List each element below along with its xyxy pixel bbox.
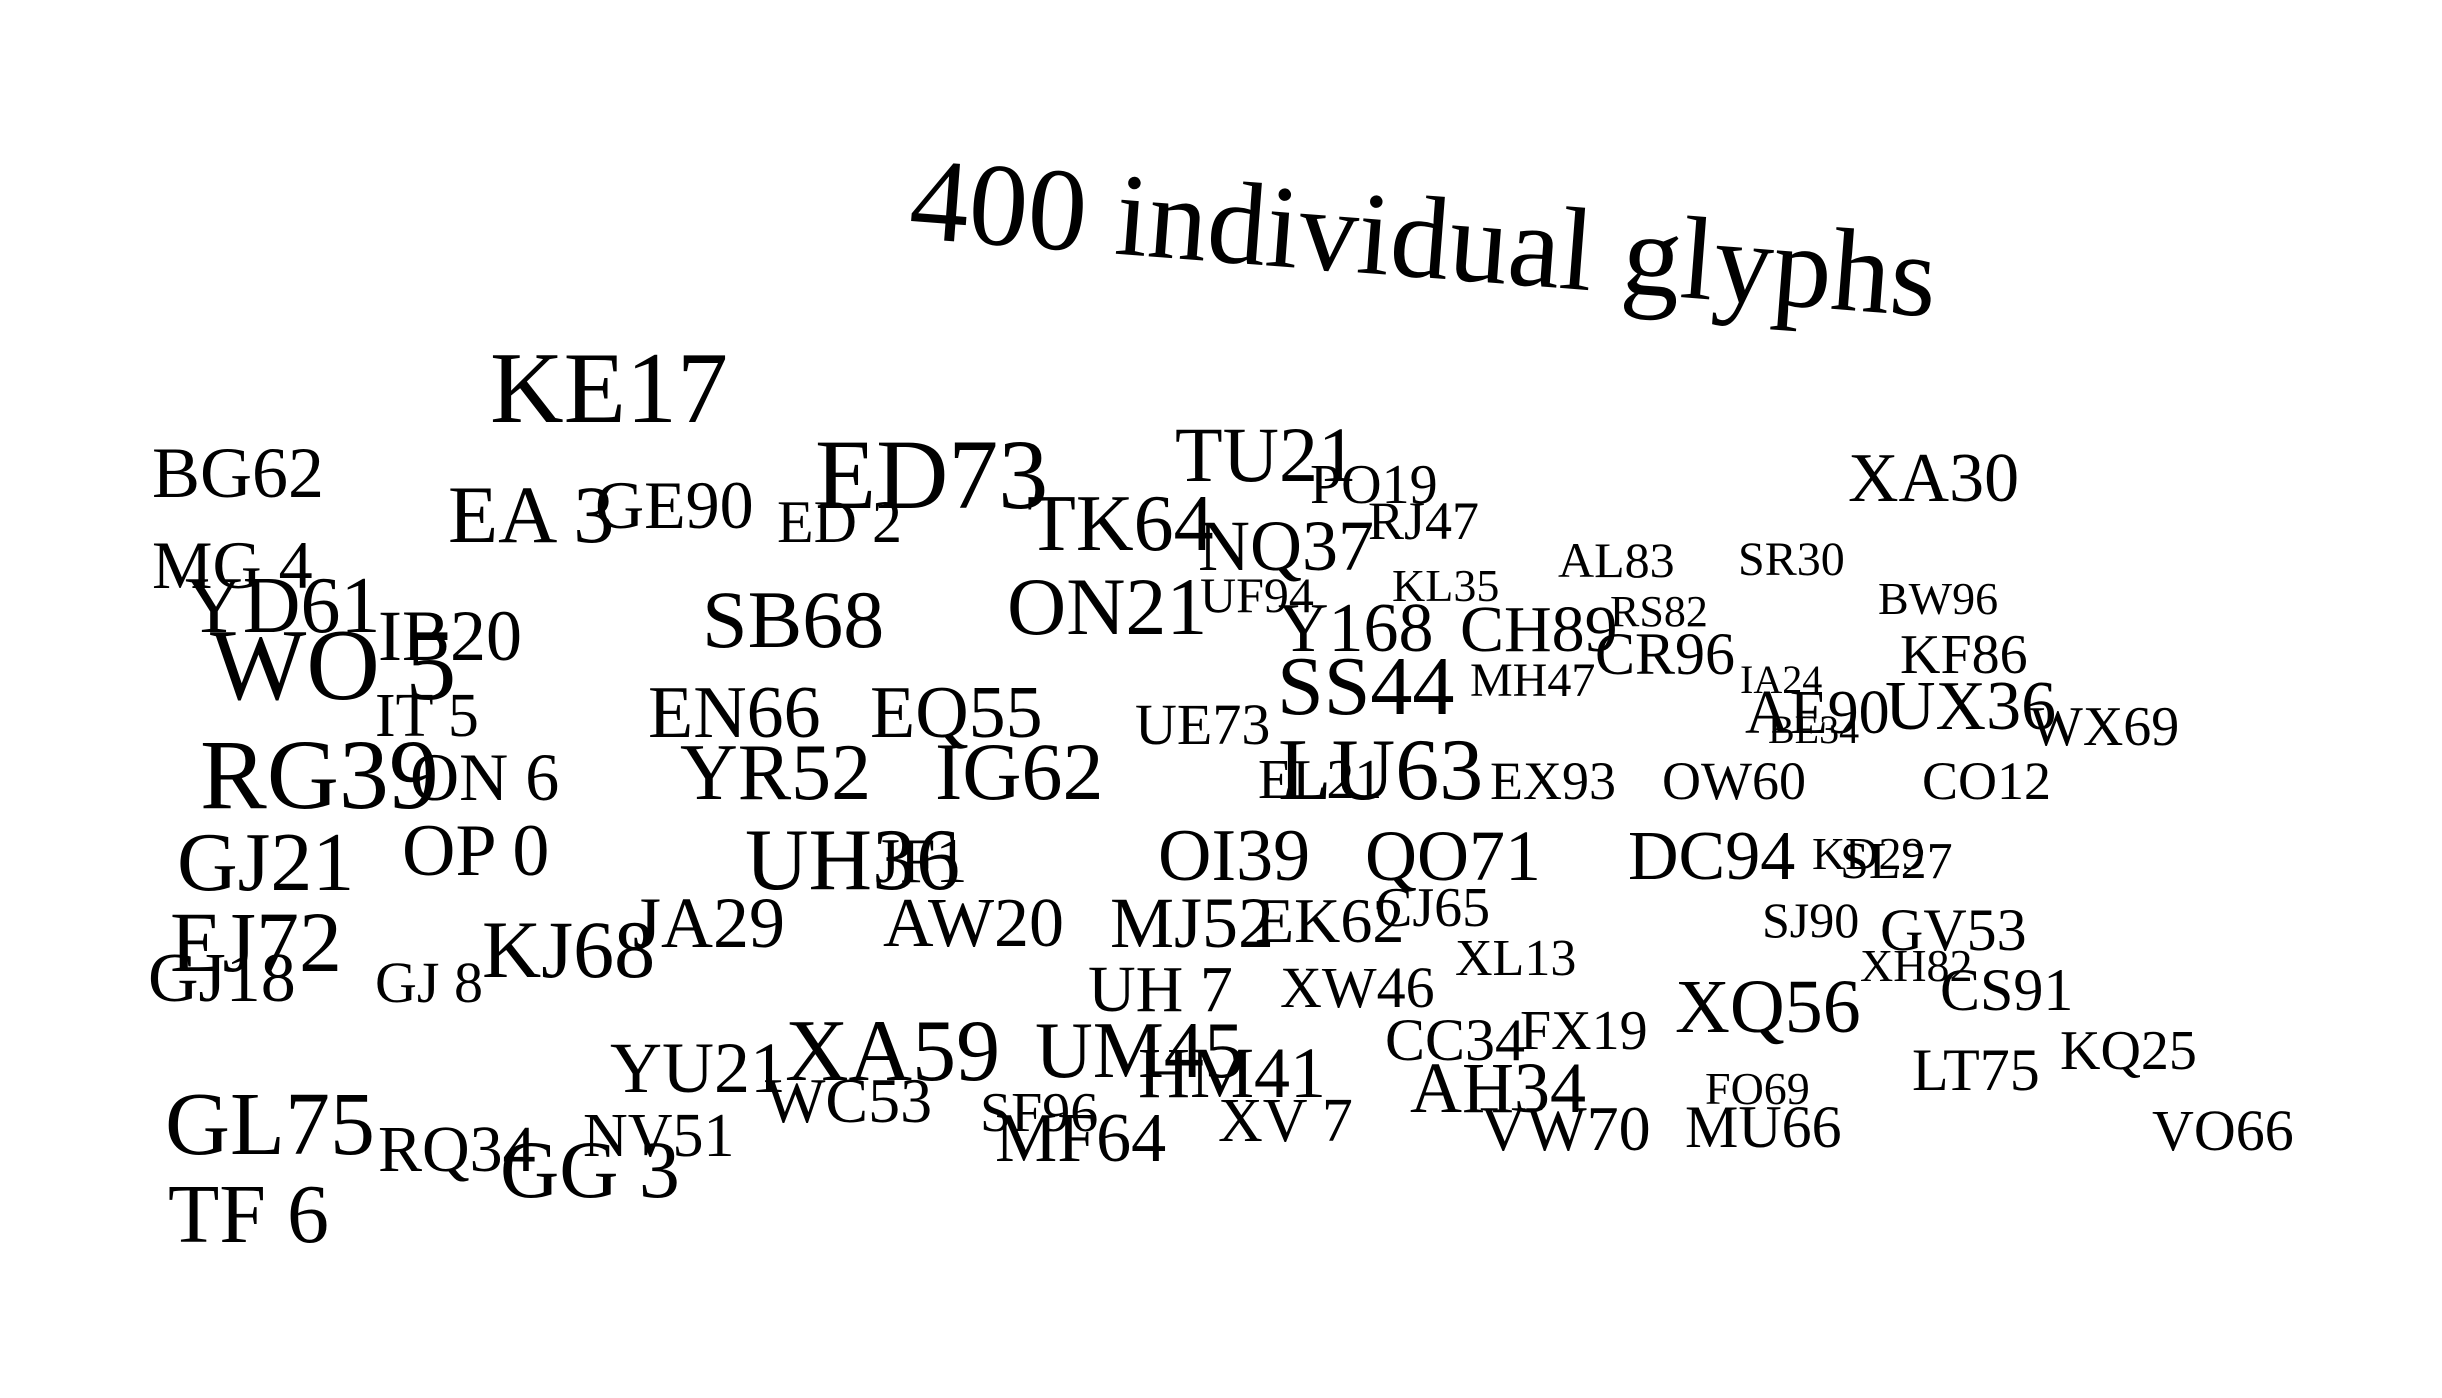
glyph-label: NQ37 bbox=[1198, 506, 1374, 587]
glyph-label: AL83 bbox=[1558, 532, 1675, 588]
glyph-label: DC94 bbox=[1628, 818, 1796, 895]
glyph-label: EJ72 bbox=[170, 894, 342, 991]
glyph-label: RG39 bbox=[200, 719, 439, 830]
glyph-label: MH47 bbox=[1470, 653, 1596, 707]
glyph-label: KJ68 bbox=[482, 904, 656, 996]
glyph-label: XH82 bbox=[1860, 940, 1973, 992]
glyph-label: XV 7 bbox=[1218, 1087, 1353, 1156]
glyph-label: EN66 bbox=[648, 671, 821, 754]
glyph-label: GE90 bbox=[595, 466, 754, 543]
glyph-label: XA30 bbox=[1848, 440, 2020, 517]
glyph-label: FX19 bbox=[1520, 1000, 1648, 1063]
glyph-label: KE17 bbox=[490, 332, 728, 446]
glyph-label: GJ 8 bbox=[375, 949, 483, 1015]
glyph-label: JF1 bbox=[875, 824, 968, 896]
glyph-label: EQ55 bbox=[870, 671, 1043, 754]
glyph-label: SF96 bbox=[980, 1082, 1099, 1145]
glyph-label: ED 2 bbox=[777, 489, 902, 555]
glyph-label: WC53 bbox=[765, 1064, 933, 1136]
glyph-label: TF 6 bbox=[168, 1167, 330, 1261]
glyph-label: UH36 bbox=[745, 811, 961, 909]
glyph-label: UF94 bbox=[1200, 567, 1314, 623]
glyph-label: VW70 bbox=[1480, 1092, 1651, 1164]
glyph-label: AE90 bbox=[1745, 679, 1890, 748]
glyph-label: XL13 bbox=[1455, 930, 1577, 988]
glyph-label: BW96 bbox=[1878, 573, 1999, 625]
glyph-label: OP 0 bbox=[402, 809, 550, 892]
glyph-label: RJ47 bbox=[1368, 490, 1480, 551]
glyph-label: UE73 bbox=[1135, 691, 1271, 757]
glyph-label: MG 4 bbox=[152, 526, 313, 603]
canvas-title: 400 individual glyphs bbox=[905, 133, 1942, 343]
glyph-label: RQ34 bbox=[378, 1113, 536, 1187]
glyph-label: SJ90 bbox=[1762, 892, 1860, 948]
glyph-label: KL35 bbox=[1392, 560, 1500, 612]
glyph-label: TK64 bbox=[1027, 480, 1214, 568]
glyph-label: SS44 bbox=[1277, 639, 1455, 733]
glyph-label: TU21 bbox=[1175, 410, 1357, 498]
glyph-label: IB20 bbox=[378, 596, 522, 677]
glyph-label: OW60 bbox=[1662, 750, 1806, 811]
glyph-label: BE34 bbox=[1768, 707, 1860, 752]
glyph-label: GV53 bbox=[1880, 897, 2027, 963]
glyph-label: KF86 bbox=[1900, 624, 2028, 687]
glyph-label: YD61 bbox=[185, 562, 381, 650]
glyph-label: GG 3 bbox=[500, 1124, 680, 1216]
glyph-label: UM45 bbox=[1035, 1007, 1244, 1095]
glyph-label: XQ56 bbox=[1675, 965, 1861, 1050]
glyph-label: ON21 bbox=[1007, 561, 1208, 653]
glyph-label: XW46 bbox=[1280, 954, 1435, 1020]
glyph-label: IT 5 bbox=[375, 682, 479, 751]
glyph-label: YU21 bbox=[610, 1028, 786, 1109]
glyph-label: YR52 bbox=[680, 729, 872, 817]
glyph-label: SL27 bbox=[1840, 833, 1953, 891]
glyph-label: BG62 bbox=[152, 433, 325, 514]
glyph-label: KD29 bbox=[1812, 828, 1925, 880]
glyph-label: EK62 bbox=[1255, 884, 1405, 956]
glyph-label: OI39 bbox=[1158, 814, 1311, 897]
glyph-label: EL21 bbox=[1258, 749, 1383, 812]
glyph-label: HM41 bbox=[1138, 1033, 1327, 1114]
glyph-label: AW20 bbox=[883, 885, 1065, 962]
glyph-label: MF64 bbox=[995, 1100, 1167, 1177]
glyph-label: WO 5 bbox=[210, 609, 457, 723]
glyph-label: ON 6 bbox=[410, 738, 560, 815]
glyph-label: LU63 bbox=[1278, 721, 1484, 819]
glyph-label: RS82 bbox=[1610, 586, 1708, 636]
glyph-label: CS91 bbox=[1940, 957, 2074, 1023]
glyph-label: EX93 bbox=[1490, 750, 1616, 811]
glyph-label: UX36 bbox=[1885, 668, 2057, 745]
glyph-label: GL75 bbox=[165, 1075, 375, 1174]
glyph-label: VO66 bbox=[2152, 1097, 2294, 1163]
glyph-label: MU66 bbox=[1685, 1094, 1842, 1160]
glyph-label: IA24 bbox=[1740, 657, 1823, 702]
glyph-label: MJ52 bbox=[1110, 883, 1275, 964]
glyph-label: UH 7 bbox=[1088, 953, 1233, 1027]
glyph-label: Y168 bbox=[1278, 590, 1434, 667]
glyph-label: GJ18 bbox=[148, 940, 296, 1017]
glyph-label: FO69 bbox=[1705, 1063, 1810, 1115]
glyph-label: CC34 bbox=[1385, 1007, 1526, 1073]
glyph-label: AH34 bbox=[1410, 1048, 1586, 1129]
glyph-label: SB68 bbox=[702, 574, 885, 666]
glyph-label: IG62 bbox=[935, 726, 1104, 818]
glyph-label: XA59 bbox=[785, 1002, 1001, 1100]
glyph-label: ED73 bbox=[815, 419, 1049, 530]
glyph-label: CJ65 bbox=[1375, 877, 1491, 940]
glyph-label: SR30 bbox=[1738, 532, 1845, 586]
glyph-label: NV51 bbox=[583, 1102, 735, 1171]
glyph-label: EA 3 bbox=[448, 469, 615, 561]
glyph-label: PO19 bbox=[1310, 454, 1438, 517]
glyph-label: QO71 bbox=[1365, 816, 1541, 897]
glyph-label: CO12 bbox=[1922, 750, 2052, 811]
glyph-label: KQ25 bbox=[2060, 1020, 2197, 1083]
glyph-label: GJ21 bbox=[177, 815, 355, 909]
glyph-label: LT75 bbox=[1912, 1037, 2040, 1103]
glyph-label: WX69 bbox=[2030, 696, 2180, 759]
glyph-label: CR96 bbox=[1595, 621, 1736, 687]
glyph-label: JA29 bbox=[633, 883, 786, 964]
glyph-label: CH89 bbox=[1460, 593, 1618, 667]
